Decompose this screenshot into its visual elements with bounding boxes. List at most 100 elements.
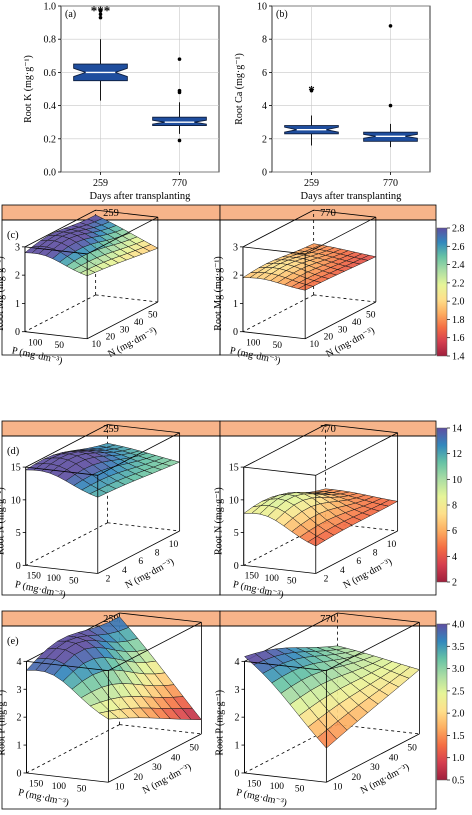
n-axis-label: N (mg·dm⁻³): [141, 762, 193, 797]
colorbar-tick-label: 12: [452, 449, 462, 460]
box-edge-hidden: [95, 294, 158, 303]
p-tick-label: 50: [272, 341, 282, 351]
boxplot-panel-b: 0 2 4 6 8 10 259 770 * (b) Root Ca (mg·g⁻¹) Days af…: [234, 2, 431, 202]
n-tick-label: 30: [370, 763, 380, 773]
y-tick-label: 0.8: [44, 35, 57, 46]
p-tick-label: 50: [287, 576, 297, 586]
colorbar-tick-label: 4.0: [452, 620, 465, 631]
box-edge: [86, 216, 159, 255]
n-tick-label: 40: [171, 753, 181, 763]
z-tick-label: 4: [235, 657, 240, 668]
z-tick-label: 1: [17, 741, 22, 752]
y-tick-label: 10: [257, 2, 267, 13]
box-edge: [86, 301, 159, 340]
box-edge: [95, 209, 158, 218]
surface: [242, 488, 399, 547]
p-tick-label: 50: [54, 341, 64, 351]
significance-annotation: *: [308, 83, 315, 98]
p-tick-label: 100: [47, 574, 62, 584]
n-axis-label: N (mg·dm⁻³): [359, 762, 411, 797]
significance-annotation: ***: [91, 3, 111, 18]
outlier-point: [309, 88, 314, 93]
colorbar-tick-label: 2.4: [452, 260, 465, 271]
z-tick-label: 2: [235, 713, 240, 724]
p-tick-label: 150: [27, 572, 42, 582]
box-edge: [304, 301, 377, 340]
colorbar-tick-label: 4: [452, 552, 457, 563]
surface-patch: [79, 268, 96, 277]
n-tick-label: 40: [134, 318, 144, 328]
colorbar-tick-label: 1.8: [452, 315, 465, 326]
box-edge: [326, 733, 420, 783]
box-edge: [25, 564, 98, 574]
colorbar-tick-label: 3.0: [452, 664, 465, 675]
n-tick-label: 50: [148, 311, 158, 321]
n-tick-label: 8: [155, 549, 160, 559]
colorbar-tick-label: 2.8: [452, 224, 465, 235]
p-tick-label: 100: [52, 782, 67, 792]
facet-strip-label: 770: [320, 614, 336, 625]
figure-layer: 0.0 0.2 0.4 0.6 0.8 1.0 259 770 *** (a) Root K (mg…: [0, 2, 465, 810]
z-axis-label: Root Mg (mg·g⁻¹): [213, 256, 224, 330]
outlier-point: [388, 103, 393, 108]
colorbar-tick-label: 8: [452, 501, 457, 512]
colorbar-tick-label: 0.5: [452, 776, 465, 787]
box: [152, 116, 207, 126]
n-tick-label: 40: [389, 753, 399, 763]
n-tick-label: 30: [152, 763, 162, 773]
z-tick-label: 0: [16, 561, 21, 572]
n-tick-label: 50: [189, 744, 199, 754]
n-tick-label: 6: [138, 557, 143, 567]
box-edge: [244, 660, 327, 672]
outlier-point: [177, 57, 182, 61]
colorbar-tick-label: 2: [452, 578, 457, 589]
colorbar-bar: [436, 623, 448, 781]
y-tick-label: 0.2: [44, 134, 57, 145]
z-tick-label: 0: [15, 327, 20, 338]
colorbar-d: 2 4 6 8 10 12 14: [436, 424, 462, 589]
z-axis-label: Root P (mg·g⁻¹): [0, 690, 8, 756]
z-axis-label: Root Mg (mg·g⁻¹): [0, 256, 6, 330]
z-tick-label: 2: [17, 713, 22, 724]
n-tick-label: 50: [366, 311, 376, 321]
colorbar-bar: [436, 227, 448, 357]
z-tick-label: 0: [233, 327, 238, 338]
colorbar-tick-label: 2.0: [452, 297, 465, 308]
box-edge: [24, 209, 96, 248]
plot-frame: [271, 5, 431, 173]
facet-strip-label: 770: [320, 208, 336, 219]
box-edge: [325, 424, 398, 434]
box-edge: [25, 424, 108, 468]
box-edge-hidden: [25, 522, 108, 566]
panel-label: (c): [7, 230, 19, 241]
colorbar-tick-label: 3.5: [452, 642, 465, 653]
y-tick-label: 2: [262, 134, 267, 145]
colorbar-tick-label: 2.0: [452, 709, 465, 720]
box-edge: [26, 660, 109, 672]
plot-frame: [60, 5, 220, 173]
y-tick-label: 0: [262, 168, 267, 179]
n-tick-label: 10: [309, 340, 319, 350]
x-tick-label: 259: [93, 178, 108, 189]
p-tick-label: 50: [69, 576, 79, 586]
z-tick-label: 3: [235, 685, 240, 696]
z-tick-label: 5: [16, 528, 21, 539]
facet-strip-label: 770: [320, 424, 336, 435]
box-edge: [24, 246, 88, 255]
surface-patch: [98, 710, 120, 720]
n-tick-label: 10: [333, 782, 343, 792]
n-tick-label: 10: [387, 540, 397, 550]
panel-label: (e): [7, 636, 19, 647]
colorbar-tick-label: 1.6: [452, 333, 465, 344]
x-tick-label: 770: [383, 178, 398, 189]
y-axis-label: Root K (mg·g⁻¹): [23, 55, 34, 123]
facet-panel-border: [219, 435, 437, 596]
box-edge-hidden: [242, 294, 314, 333]
surface: [242, 243, 377, 291]
box-edge: [244, 772, 327, 783]
p-tick-label: 150: [247, 780, 262, 790]
colorbar-tick-label: 2.5: [452, 686, 465, 697]
